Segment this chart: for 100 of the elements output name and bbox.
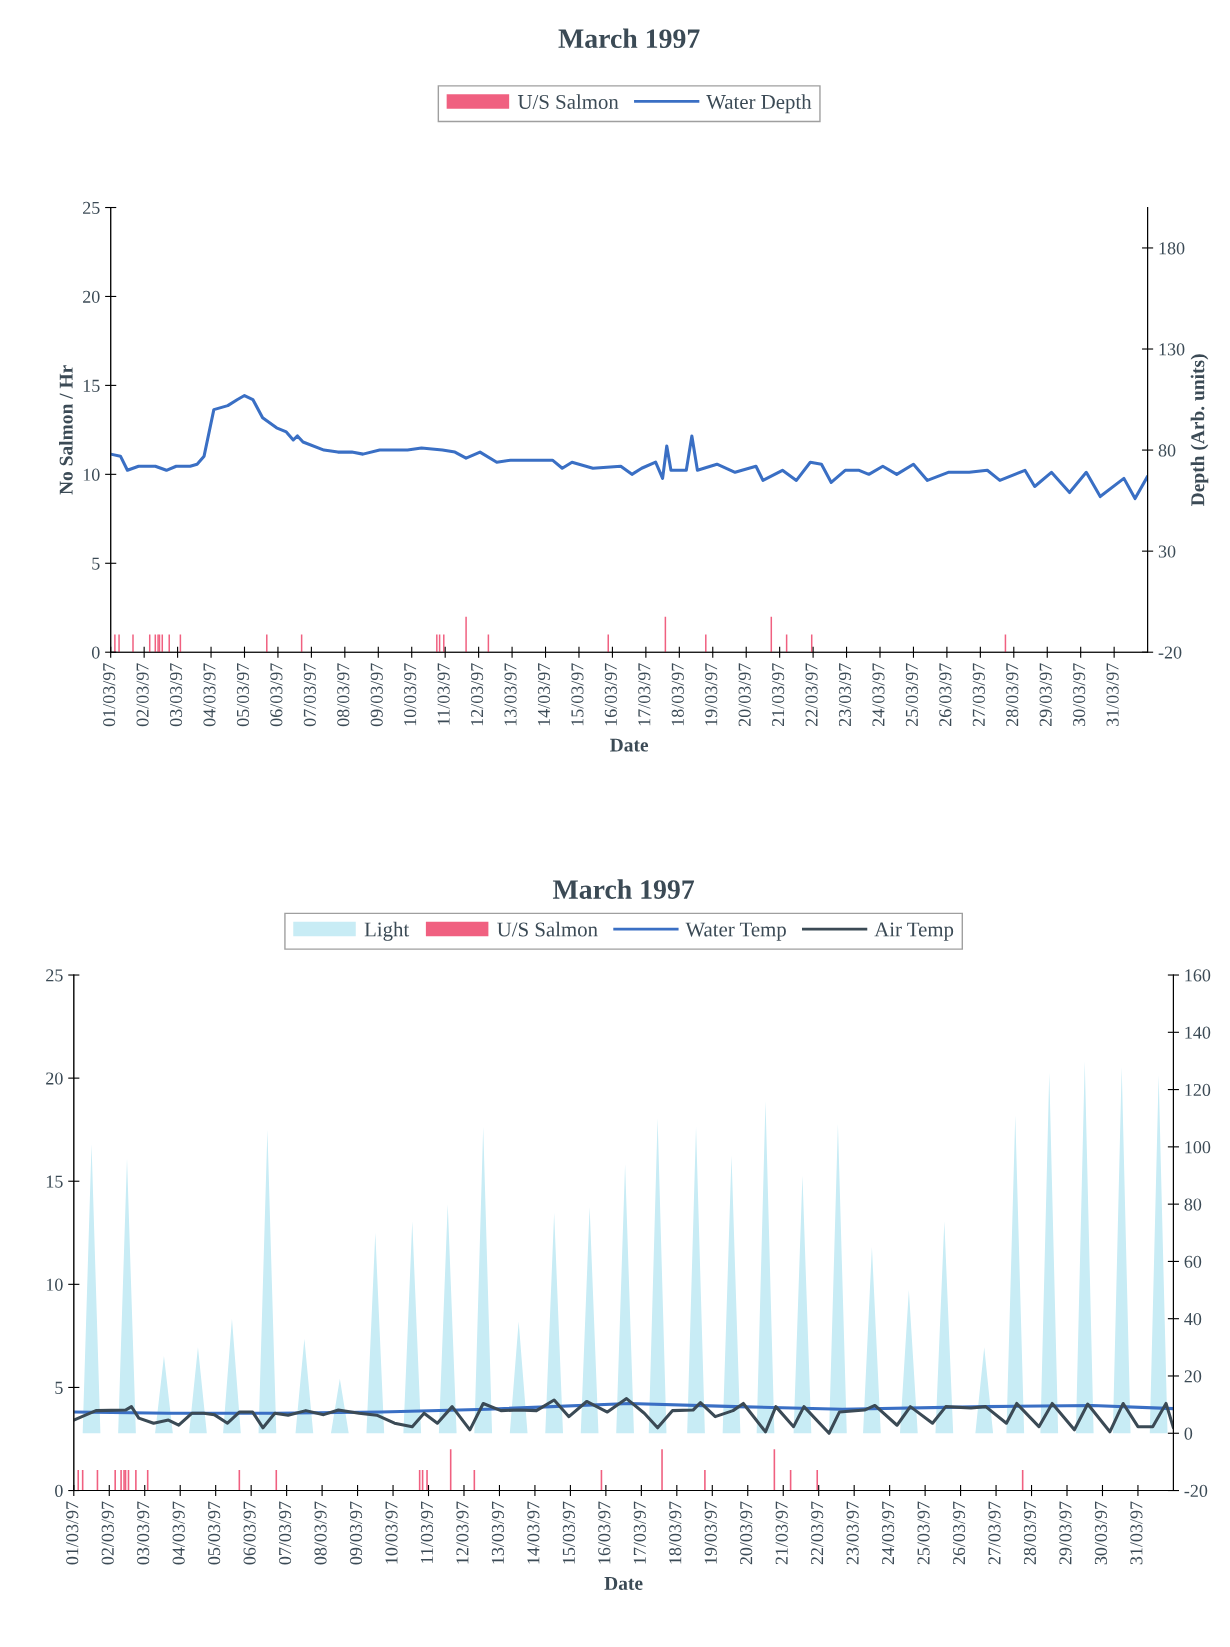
legend-label: Light bbox=[364, 921, 410, 941]
legend-label: Water Depth bbox=[706, 94, 812, 114]
y-tick-label: 15 bbox=[46, 1175, 63, 1188]
y-tick-label: 15 bbox=[83, 379, 100, 392]
y-axis-title: No Salmon / Hr bbox=[59, 365, 73, 495]
x-tick-label: 27/03/97 bbox=[988, 1501, 1001, 1565]
y2-tick-label: 130 bbox=[1159, 343, 1185, 356]
x-tick-label: 29/03/97 bbox=[1059, 1501, 1072, 1565]
x-tick-label: 23/03/97 bbox=[838, 663, 852, 727]
y2-tick-label: -20 bbox=[1158, 646, 1182, 659]
y-tick-label: 0 bbox=[55, 1484, 63, 1497]
x-axis-title: Date bbox=[610, 738, 649, 752]
y2-tick-label: 80 bbox=[1184, 1198, 1202, 1211]
x-tick-label: 11/03/97 bbox=[437, 663, 450, 725]
x-tick-label: 02/03/97 bbox=[136, 663, 149, 727]
x-tick-label: 09/03/97 bbox=[349, 1501, 363, 1565]
y2-tick-label: 30 bbox=[1158, 545, 1176, 558]
x-tick-label: 16/03/97 bbox=[598, 1501, 611, 1564]
x-tick-label: 20/03/97 bbox=[738, 663, 751, 727]
x-tick-label: 19/03/97 bbox=[705, 663, 718, 726]
x-tick-label: 31/03/97 bbox=[1106, 663, 1119, 726]
x-tick-label: 27/03/97 bbox=[972, 663, 985, 727]
x-tick-label: 20/03/97 bbox=[740, 1501, 753, 1565]
x-tick-label: 22/03/97 bbox=[811, 1501, 824, 1565]
x-tick-label: 07/03/97 bbox=[303, 663, 316, 727]
x-tick-label: 22/03/97 bbox=[805, 663, 818, 727]
x-tick-label: 14/03/97 bbox=[527, 1501, 540, 1564]
y-tick-label: 20 bbox=[83, 290, 100, 303]
x-tick-label: 01/03/97 bbox=[103, 663, 116, 727]
y-tick-label: 20 bbox=[46, 1072, 63, 1085]
x-tick-label: 16/03/97 bbox=[604, 663, 617, 726]
y-tick-label: 0 bbox=[91, 646, 100, 659]
y2-tick-label: 80 bbox=[1158, 444, 1176, 457]
legend-label: Water Temp bbox=[685, 922, 786, 941]
x-tick-label: 10/03/97 bbox=[385, 1501, 398, 1564]
x-tick-label: 23/03/97 bbox=[846, 1501, 859, 1565]
x-tick-label: 28/03/97 bbox=[1006, 663, 1019, 727]
x-tick-label: 30/03/97 bbox=[1073, 663, 1086, 726]
x-tick-label: 18/03/97 bbox=[671, 663, 684, 726]
y-tick-label: 10 bbox=[46, 1278, 63, 1291]
line-series bbox=[73, 1397, 1174, 1435]
y2-tick-label: 40 bbox=[1184, 1312, 1202, 1326]
x-tick-label: 15/03/97 bbox=[562, 1501, 575, 1564]
x-tick-label: 08/03/97 bbox=[314, 1501, 327, 1565]
x-tick-label: 17/03/97 bbox=[638, 663, 651, 726]
y2-tick-label: 180 bbox=[1159, 242, 1185, 255]
x-tick-label: 24/03/97 bbox=[881, 1501, 895, 1565]
legend-label: Air Temp bbox=[874, 922, 954, 941]
x-tick-label: 19/03/97 bbox=[704, 1501, 717, 1564]
x-tick-label: 05/03/97 bbox=[208, 1501, 221, 1565]
x-tick-label: 09/03/97 bbox=[370, 663, 383, 727]
legend-label: U/S Salmon bbox=[497, 921, 598, 937]
x-tick-label: 07/03/97 bbox=[278, 1501, 292, 1565]
x-tick-label: 15/03/97 bbox=[571, 663, 584, 726]
y2-tick-label: 140 bbox=[1185, 1026, 1211, 1039]
y-tick-label: 10 bbox=[83, 468, 100, 481]
y2-tick-label: -20 bbox=[1184, 1484, 1208, 1497]
x-tick-label: 17/03/97 bbox=[633, 1501, 646, 1564]
line-series bbox=[110, 393, 1148, 501]
x-tick-label: 21/03/97 bbox=[775, 1501, 788, 1565]
y-tick-label: 25 bbox=[46, 969, 63, 982]
x-tick-label: 01/03/97 bbox=[66, 1501, 79, 1565]
x-tick-label: 05/03/97 bbox=[236, 663, 250, 727]
x-tick-label: 21/03/97 bbox=[772, 663, 785, 727]
chart-title: March 1997 bbox=[558, 28, 700, 49]
x-tick-label: 11/03/97 bbox=[420, 1501, 434, 1563]
x-tick-label: 25/03/97 bbox=[905, 663, 918, 727]
chart-title: March 1997 bbox=[552, 879, 695, 899]
y2-tick-label: 100 bbox=[1185, 1141, 1211, 1154]
y2-axis-title: Depth (Arb. units) bbox=[1190, 354, 1209, 506]
x-tick-label: 31/03/97 bbox=[1130, 1501, 1143, 1565]
x-tick-label: 13/03/97 bbox=[504, 663, 517, 726]
y2-tick-label: 160 bbox=[1185, 969, 1211, 982]
y2-tick-label: 20 bbox=[1184, 1370, 1202, 1383]
x-tick-label: 13/03/97 bbox=[491, 1501, 504, 1564]
x-tick-label: 06/03/97 bbox=[243, 1501, 256, 1565]
y-tick-label: 5 bbox=[92, 557, 100, 570]
x-tick-label: 04/03/97 bbox=[172, 1501, 185, 1565]
x-tick-label: 04/03/97 bbox=[203, 663, 216, 727]
x-tick-label: 18/03/97 bbox=[669, 1501, 682, 1564]
x-tick-label: 03/03/97 bbox=[137, 1501, 150, 1565]
x-tick-label: 02/03/97 bbox=[101, 1501, 114, 1565]
x-tick-label: 24/03/97 bbox=[872, 663, 885, 727]
y-tick-label: 25 bbox=[83, 201, 100, 214]
x-tick-label: 14/03/97 bbox=[537, 663, 551, 726]
x-tick-label: 29/03/97 bbox=[1039, 663, 1052, 727]
x-tick-label: 12/03/97 bbox=[456, 1501, 469, 1564]
y2-tick-label: 60 bbox=[1184, 1255, 1202, 1268]
x-tick-label: 10/03/97 bbox=[404, 663, 417, 726]
x-tick-label: 12/03/97 bbox=[470, 663, 484, 726]
x-tick-label: 26/03/97 bbox=[939, 663, 952, 727]
x-tick-label: 30/03/97 bbox=[1094, 1501, 1107, 1565]
x-axis-title: Date bbox=[604, 1577, 643, 1590]
y2-tick-label: 0 bbox=[1184, 1427, 1193, 1440]
x-tick-label: 06/03/97 bbox=[270, 663, 283, 727]
legend-label: U/S Salmon bbox=[517, 94, 619, 109]
x-tick-label: 08/03/97 bbox=[337, 663, 350, 727]
y2-tick-label: 120 bbox=[1185, 1083, 1211, 1097]
x-tick-label: 03/03/97 bbox=[169, 663, 183, 727]
y-tick-label: 5 bbox=[55, 1381, 63, 1394]
